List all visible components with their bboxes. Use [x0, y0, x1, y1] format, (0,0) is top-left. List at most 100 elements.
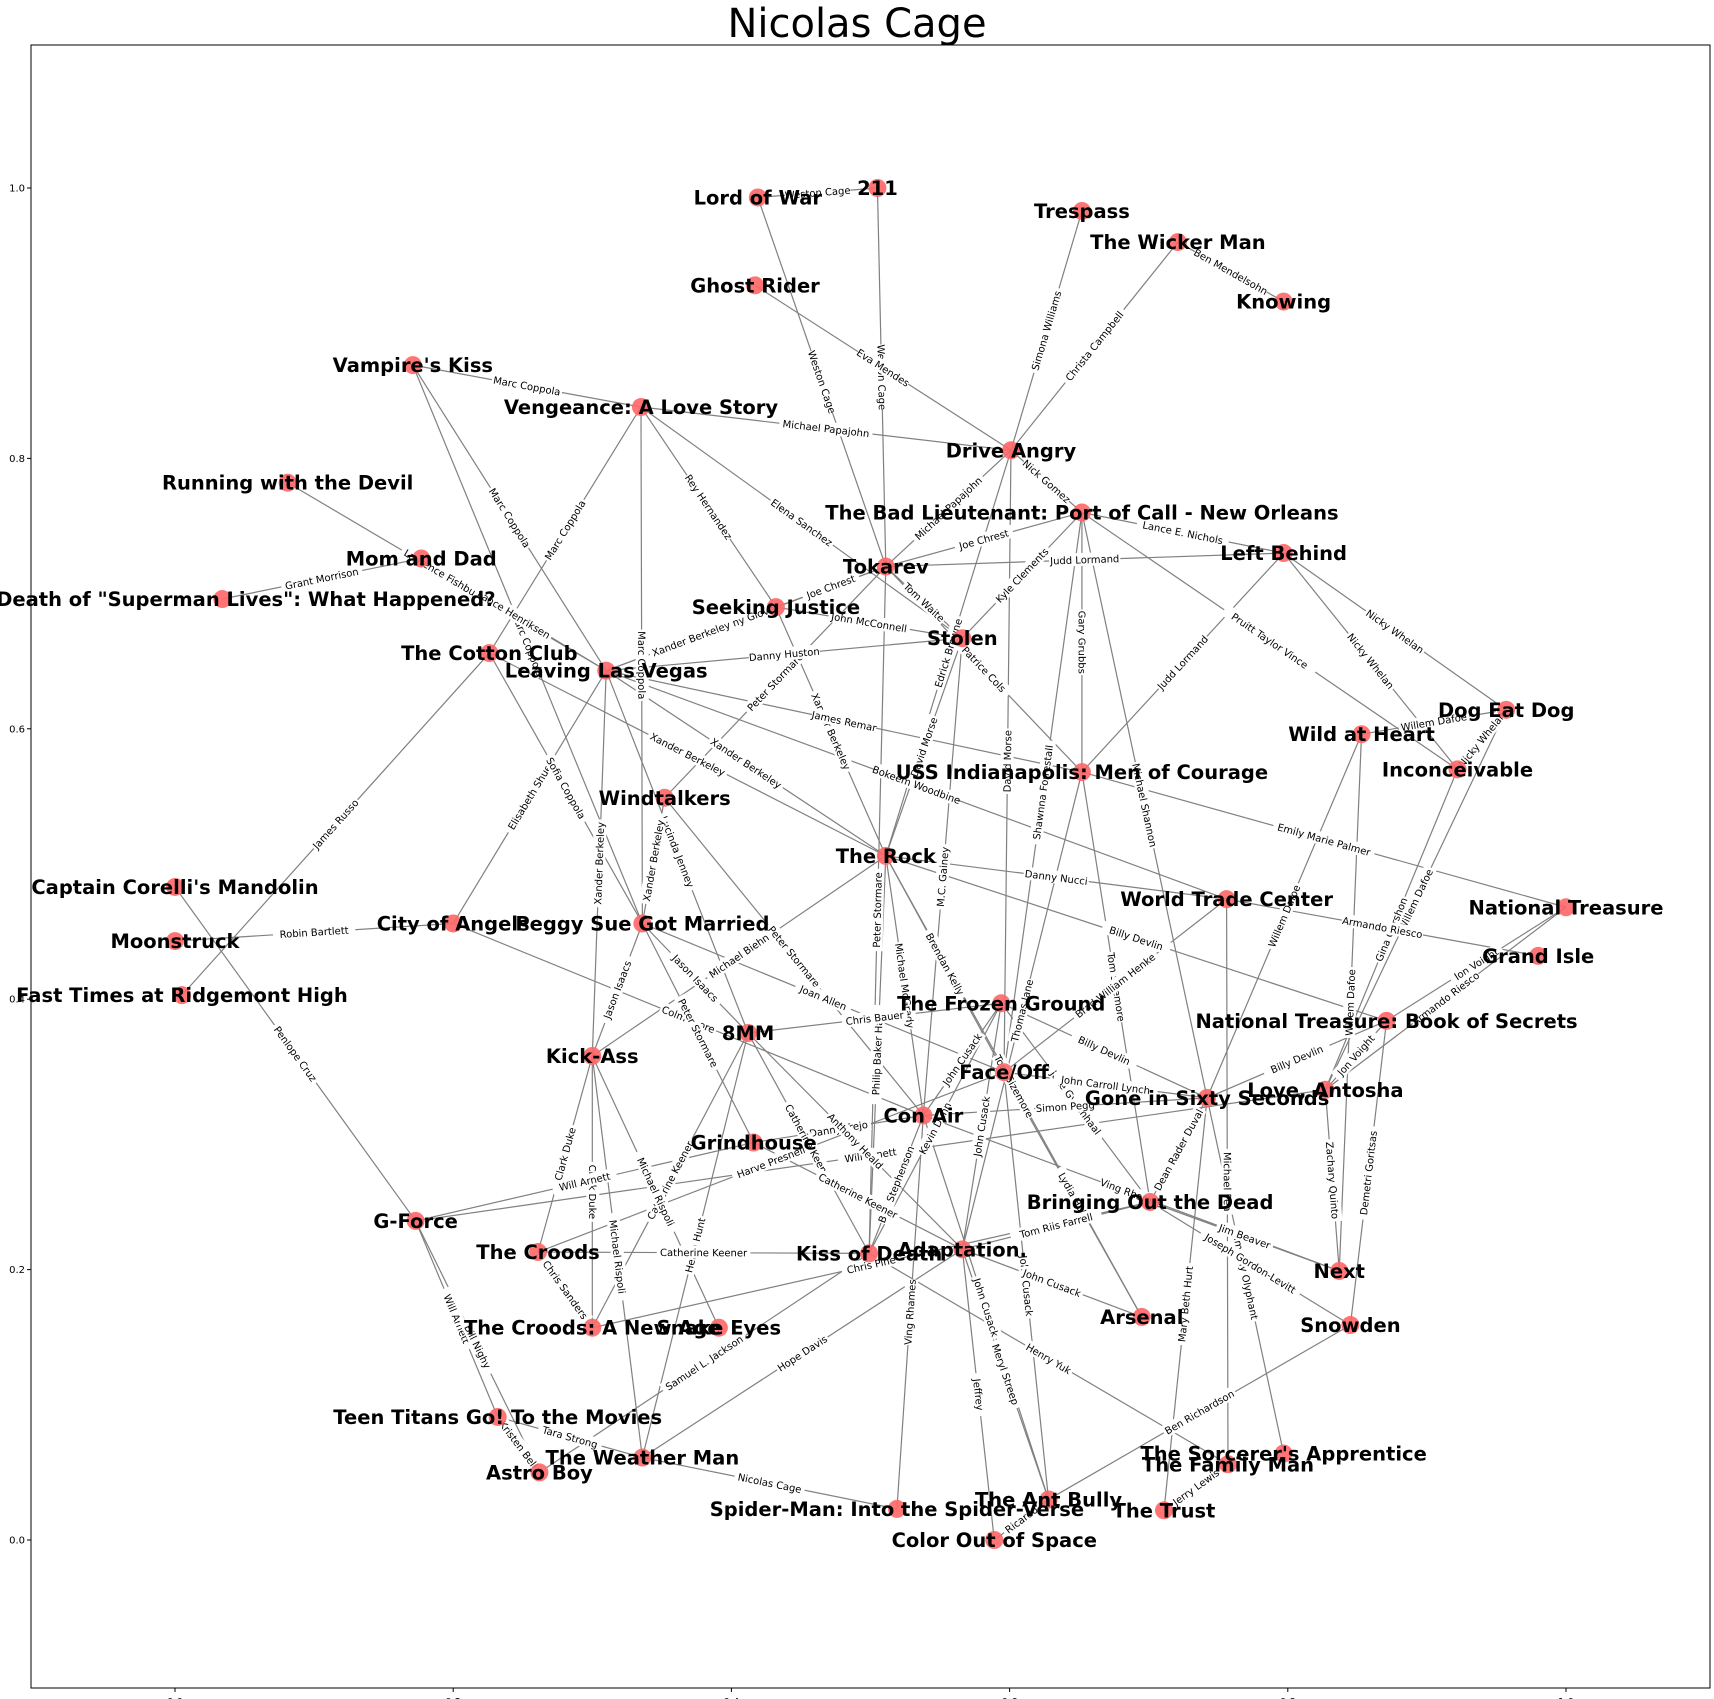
edge-label: Rey Hernandez	[682, 473, 734, 542]
edge-label-background	[638, 816, 668, 905]
node-marker[interactable]	[1529, 946, 1548, 965]
node-marker[interactable]	[1341, 1316, 1360, 1335]
node-marker[interactable]	[1072, 763, 1091, 782]
edge-label: Ving Rhames	[903, 1279, 918, 1345]
edge-label-background	[656, 810, 699, 893]
node-marker[interactable]	[739, 1024, 758, 1042]
edge-label-background	[800, 569, 862, 603]
node-marker[interactable]	[406, 1211, 425, 1230]
node-marker[interactable]	[1352, 725, 1371, 744]
edge-label: James Remar	[809, 710, 878, 735]
edge-label: Nick Gomez	[1020, 458, 1072, 506]
node-marker[interactable]	[985, 1531, 1004, 1549]
edge-label: Kyle Clements	[994, 546, 1051, 605]
node-marker[interactable]	[744, 1133, 763, 1152]
node-label: Running with the Devil	[162, 472, 413, 495]
node-marker[interactable]	[583, 1046, 602, 1065]
node-marker[interactable]	[876, 557, 895, 576]
node-marker[interactable]	[887, 1499, 906, 1518]
node-marker[interactable]	[1155, 1501, 1174, 1520]
edge-label-background	[1059, 305, 1129, 387]
node-marker[interactable]	[631, 398, 650, 417]
node-marker[interactable]	[1274, 544, 1293, 563]
node-marker[interactable]	[529, 1243, 548, 1262]
node-marker[interactable]	[1274, 292, 1293, 311]
node-marker[interactable]	[412, 549, 431, 568]
edge-label: Philip Baker Hall	[871, 1014, 885, 1096]
node-marker[interactable]	[876, 846, 895, 865]
node-marker[interactable]	[1316, 1080, 1335, 1099]
node-label: Grand Isle	[1482, 945, 1594, 968]
node-marker[interactable]	[1274, 1444, 1293, 1463]
edge-label-background	[827, 608, 911, 636]
node-marker[interactable]	[633, 1448, 652, 1467]
edge-label-group: Meryl Streep	[988, 1338, 1024, 1410]
edge-label-background	[472, 585, 555, 643]
node-marker[interactable]	[655, 788, 674, 807]
edge-label: Jeffrey	[970, 1377, 985, 1411]
node-marker[interactable]	[278, 473, 297, 492]
node-marker[interactable]	[1072, 201, 1091, 220]
edge-label: Henry Yuk	[1024, 1342, 1073, 1377]
edge-label-background	[954, 638, 1014, 700]
y-tick-label: 0.0	[9, 1536, 25, 1547]
node-marker[interactable]	[1377, 1011, 1396, 1030]
node-marker[interactable]	[403, 356, 422, 375]
nodes-layer	[166, 179, 1575, 1549]
node-marker[interactable]	[709, 1318, 728, 1337]
node-marker[interactable]	[914, 1106, 933, 1125]
node-marker[interactable]	[995, 1063, 1014, 1082]
edge-label-background	[780, 1098, 838, 1188]
edge-label: Gary Grubbs	[1075, 611, 1086, 674]
node-marker[interactable]	[1001, 441, 1020, 460]
edge-label-background	[1052, 1164, 1094, 1224]
node-marker[interactable]	[583, 1318, 602, 1337]
node-label: The Croods: A New Age	[464, 1317, 721, 1340]
edge-label: Simona Williams	[1030, 290, 1064, 372]
edge-label-background	[659, 1329, 749, 1396]
node-marker[interactable]	[1557, 898, 1575, 917]
node-marker[interactable]	[746, 276, 765, 295]
node-marker[interactable]	[597, 661, 616, 680]
node-marker[interactable]	[748, 188, 767, 207]
node-marker[interactable]	[992, 994, 1011, 1013]
edge-label-background	[1340, 913, 1425, 941]
edge-label: Elena Sanchez	[768, 498, 834, 550]
edge-label: Simon Pegg	[1036, 1100, 1096, 1115]
node-label: The Bad Lieutenant: Port of Call - New O…	[825, 501, 1338, 524]
node-marker[interactable]	[1198, 1088, 1217, 1107]
node-marker[interactable]	[953, 1240, 972, 1259]
node-marker[interactable]	[488, 1407, 507, 1426]
node-marker[interactable]	[166, 932, 184, 951]
node-marker[interactable]	[1141, 1193, 1160, 1211]
edge-label: David Morse	[1003, 730, 1015, 792]
x-tick-label: 0.6	[1002, 1697, 1018, 1699]
node-marker[interactable]	[480, 644, 499, 663]
edge-label-background	[1197, 1227, 1304, 1299]
edge-label-background	[1343, 629, 1399, 693]
x-tick-label: 0.0	[167, 1697, 183, 1699]
node-marker[interactable]	[1132, 1307, 1151, 1326]
node-marker[interactable]	[1039, 1490, 1058, 1509]
node-marker[interactable]	[860, 1244, 879, 1263]
node-marker[interactable]	[1448, 760, 1467, 779]
node-marker[interactable]	[633, 914, 652, 933]
node-marker[interactable]	[953, 629, 972, 648]
node-marker[interactable]	[1072, 503, 1091, 522]
node-marker[interactable]	[166, 877, 184, 896]
node-marker[interactable]	[444, 914, 463, 933]
node-marker[interactable]	[1217, 890, 1236, 909]
node-marker[interactable]	[868, 179, 887, 197]
node-marker[interactable]	[1168, 233, 1187, 252]
node-marker[interactable]	[1330, 1261, 1349, 1280]
node-marker[interactable]	[1497, 700, 1516, 719]
node-marker[interactable]	[213, 590, 232, 609]
y-tick-label: 0.8	[9, 454, 25, 465]
node-marker[interactable]	[766, 598, 785, 617]
node-marker[interactable]	[530, 1463, 549, 1482]
node-marker[interactable]	[172, 986, 191, 1005]
node-marker[interactable]	[1218, 1455, 1237, 1474]
edge-label-background	[706, 733, 787, 793]
edge-label-group: Robin Bartlett	[272, 922, 356, 941]
